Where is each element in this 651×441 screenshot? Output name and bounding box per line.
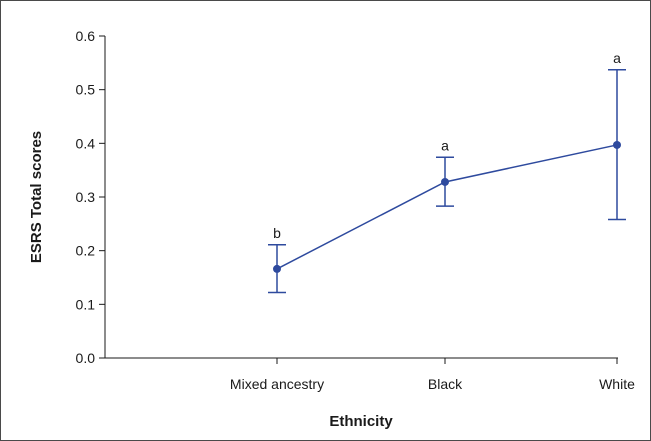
y-tick-label: 0.2 xyxy=(76,243,96,259)
y-ticks: 0.0 0.1 0.2 0.3 0.4 0.5 0.6 xyxy=(76,28,105,366)
x-tick-label: Mixed ancestry xyxy=(230,376,324,392)
significance-label: a xyxy=(441,137,449,153)
data-point xyxy=(273,264,281,273)
x-tick-label: Black xyxy=(428,376,463,392)
data-point xyxy=(613,140,621,149)
y-tick-label: 0.0 xyxy=(76,350,96,366)
series-line xyxy=(276,144,618,270)
x-tick-label: White xyxy=(599,376,635,392)
y-axis-title: ESRS Total scores xyxy=(28,131,45,263)
x-ticks: Mixed ancestry Black White xyxy=(230,358,635,392)
y-tick-label: 0.3 xyxy=(76,189,96,205)
y-tick-label: 0.5 xyxy=(76,82,96,98)
x-axis-title: Ethnicity xyxy=(329,413,393,430)
y-tick-label: 0.4 xyxy=(76,135,96,151)
significance-label: a xyxy=(613,50,621,66)
data-point xyxy=(441,177,449,186)
series-layer: b a a xyxy=(268,50,626,294)
significance-label: b xyxy=(273,225,281,241)
y-tick-label: 0.6 xyxy=(76,28,96,44)
y-tick-label: 0.1 xyxy=(76,296,96,312)
